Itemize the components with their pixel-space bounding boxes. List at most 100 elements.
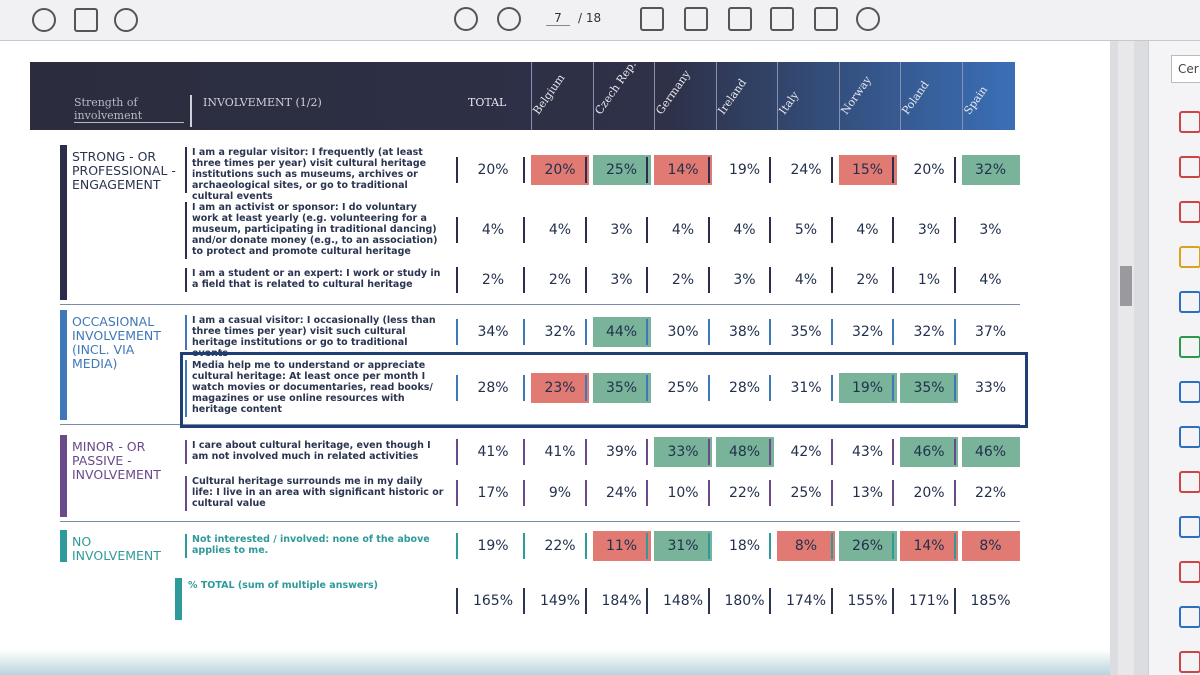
tool-icon[interactable] [1179,561,1200,583]
table-cell: 155% [847,593,888,609]
group-label: NO INVOLVEMENT [72,534,161,563]
tool-icon[interactable] [1179,516,1200,538]
column-divider [892,588,894,614]
column-divider [523,439,525,465]
edit-icon[interactable] [770,7,794,31]
row-label: Media help me to understand or appreciat… [192,359,433,415]
next-page[interactable] [497,7,521,31]
table-cell: 28% [728,380,761,396]
group-rule [60,424,1020,425]
table-cell: 25% [790,485,822,501]
row-bar [185,147,187,193]
column-divider [584,157,587,183]
upload-icon[interactable] [32,8,56,32]
table-cell: 165% [472,593,514,609]
column-divider [523,267,525,293]
print-icon[interactable] [74,8,98,32]
table-cell: 26% [838,531,897,561]
search-box[interactable]: Cer [1171,55,1200,83]
table-cell: 3% [917,222,941,238]
column-divider [523,588,525,614]
column-divider [953,375,956,401]
tool-icon[interactable] [1179,651,1200,673]
column-divider [707,319,710,345]
column-divider [953,480,956,506]
table-cell: 4% [794,272,818,288]
column-divider [646,533,648,559]
column-divider [715,62,717,130]
scrollbar[interactable] [1118,41,1134,675]
column-divider [646,588,648,614]
total-label: % TOTAL (sum of multiple answers) [188,580,379,591]
column-divider [456,480,458,506]
table-cell: 48% [715,437,774,467]
column-divider [584,533,587,559]
tool-icon[interactable] [1179,606,1200,628]
table-cell: 17% [477,485,509,501]
column-divider [584,588,587,614]
zoom-icon[interactable] [114,8,138,32]
comment-icon[interactable] [640,7,664,31]
tool-icon[interactable] [1179,201,1200,223]
delete-icon[interactable] [814,7,838,31]
column-divider [953,267,956,293]
column-divider [830,375,833,401]
table-cell: 4% [671,222,695,238]
tool-icon[interactable] [1179,111,1200,133]
column-divider [646,157,648,183]
column-divider [953,439,956,465]
row-bar [185,359,187,417]
group-rule [60,304,1020,305]
column-divider [456,319,458,345]
tool-icon[interactable] [1179,336,1200,358]
column-divider [892,533,894,559]
table-cell: 4% [979,272,1002,288]
row-bar [185,475,187,511]
row-label: I am a student or an expert: I work or s… [192,268,441,290]
column-divider [646,375,648,401]
column-divider [892,319,894,345]
group-label: STRONG - OR PROFESSIONAL - ENGAGEMENT [72,149,176,192]
table-cell: 25% [667,380,699,396]
scroll-thumb[interactable] [1120,266,1132,306]
column-divider [769,439,771,465]
table-cell: 38% [728,324,761,340]
row-bar [185,440,187,464]
table-cell: 37% [974,324,1007,340]
column-divider [961,62,963,130]
column-divider [584,319,587,345]
column-divider [953,588,956,614]
tool-icon[interactable] [1179,426,1200,448]
tool-icon[interactable] [1179,381,1200,403]
group-rule [60,521,1020,522]
table-cell: 43% [851,444,884,460]
column-divider [707,439,710,465]
table-cell: 46% [900,437,958,467]
tool-icon[interactable] [1179,246,1200,268]
toolbar: 7 / 18 [0,0,1200,41]
table-cell: 31% [790,380,822,396]
highlight-icon[interactable] [684,7,708,31]
page-number[interactable]: 7 [546,11,570,26]
header-involvement: INVOLVEMENT (1/2) [203,96,322,109]
tool-icon[interactable] [1179,291,1200,313]
sign-icon[interactable] [728,7,752,31]
table-cell: 11% [592,531,651,561]
prev-page[interactable] [454,7,478,31]
table-cell: 14% [654,155,712,185]
table-cell: 8% [961,531,1020,561]
total-bar [175,578,182,620]
column-divider [830,588,833,614]
table-cell: 32% [851,324,884,340]
column-divider [707,375,710,401]
page-count: / 18 [578,11,602,25]
redo-icon[interactable] [856,7,880,31]
column-divider [646,217,648,243]
table-cell: 41% [544,444,576,460]
tool-icon[interactable] [1179,471,1200,493]
table-cell: 15% [838,155,897,185]
table-cell: 35% [900,373,958,403]
column-divider [584,217,587,243]
table-cell: 3% [733,272,756,288]
tool-icon[interactable] [1179,156,1200,178]
